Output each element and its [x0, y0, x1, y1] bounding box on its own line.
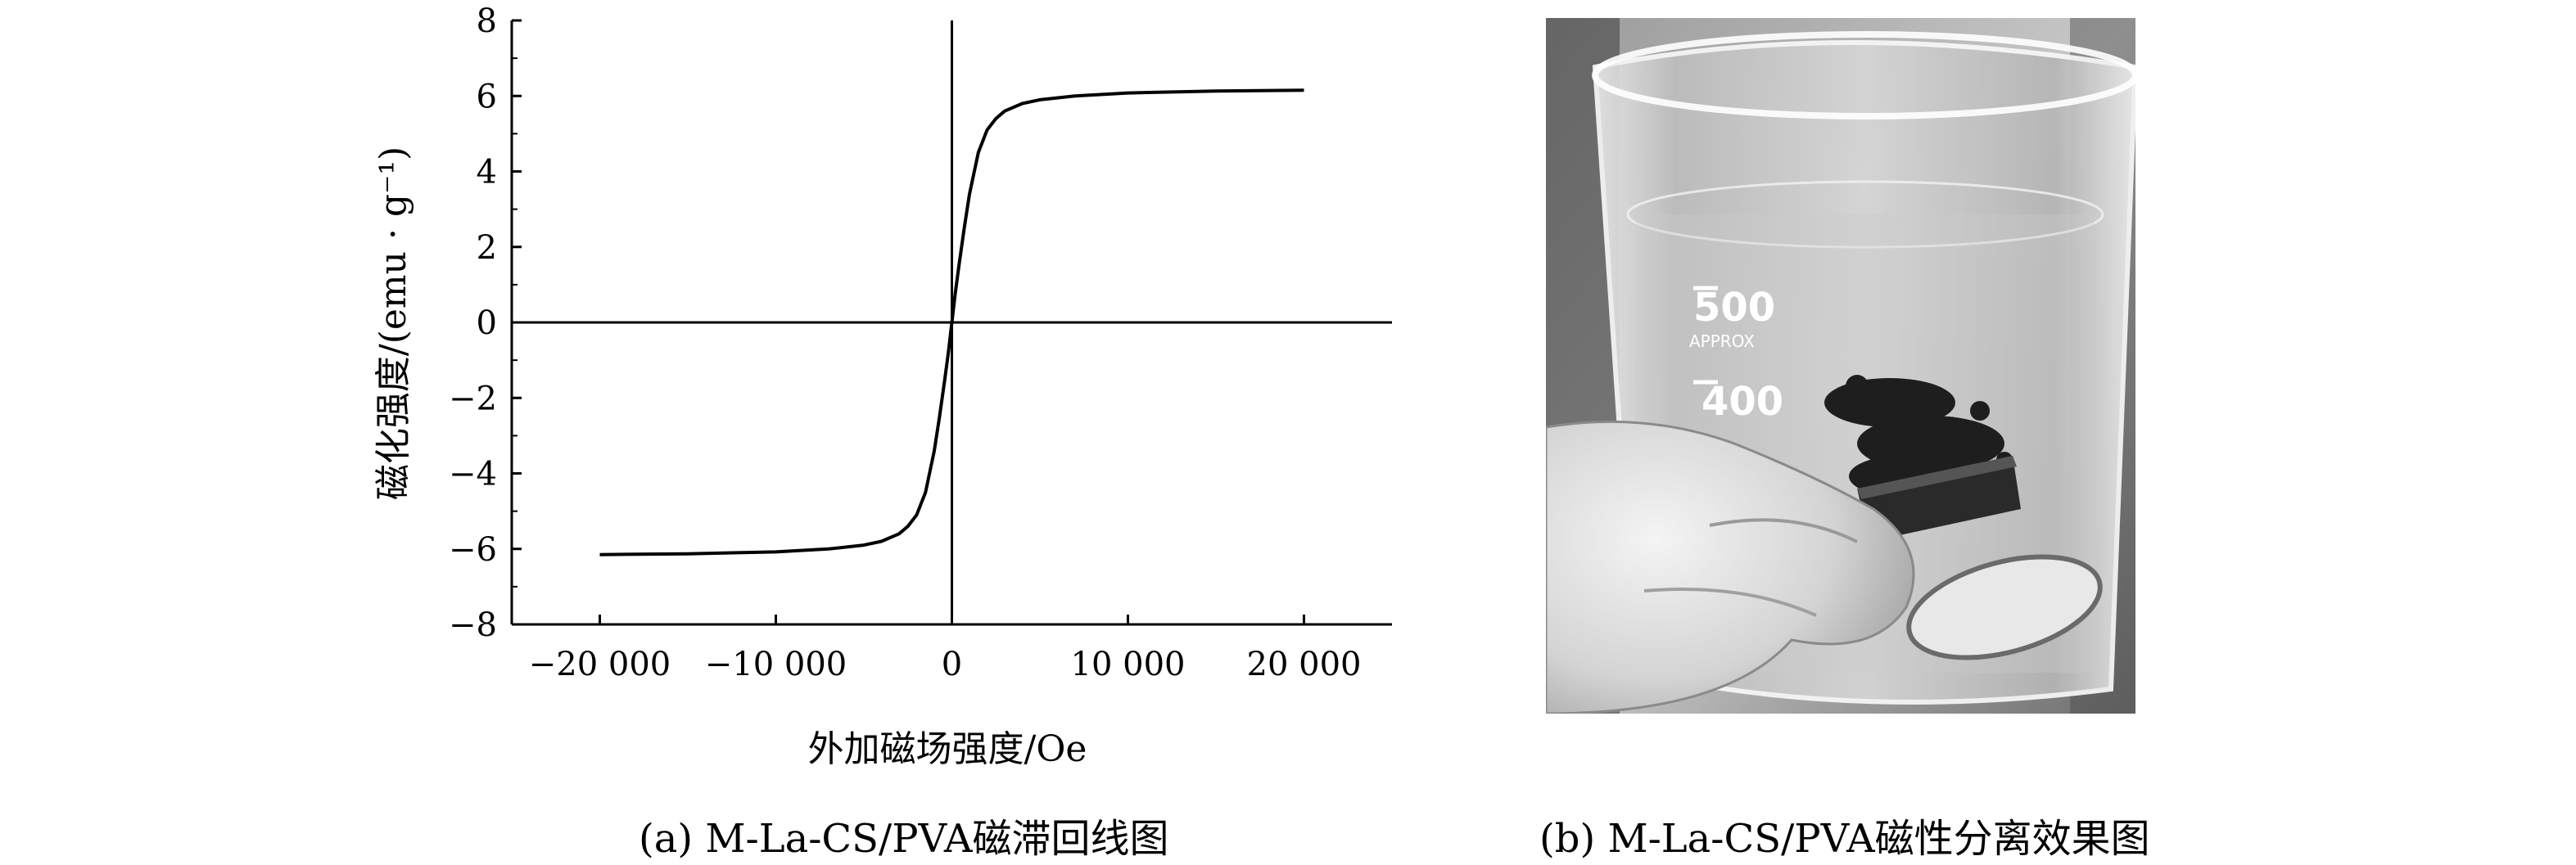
x-tick-label: 0	[942, 646, 962, 683]
magnetic-separation-photo: 500 APPROX 400	[1546, 18, 2135, 714]
beaker-mark-500: 500	[1693, 285, 1775, 331]
gloved-hand	[1546, 420, 1915, 714]
y-tick-label: 8	[477, 2, 497, 40]
x-tick-label: 20 000	[1247, 646, 1362, 683]
y-tick-label: 2	[477, 229, 497, 267]
beaker-mark-approx: APPROX	[1689, 331, 1755, 351]
y-tick-label: 0	[477, 304, 497, 342]
beaker-mark-400: 400	[1702, 379, 1783, 425]
magnet-block	[1857, 456, 2021, 542]
y-tick-label: −2	[449, 380, 497, 417]
x-axis-title: 外加磁场强度/Oe	[808, 728, 1087, 770]
magnetic-hysteresis-chart: −8 −6 −4 −2 0 2 4 6 8 −20 000 −10 000 0 10 000 20 000…	[373, 2, 1392, 770]
x-tick-label: −20 000	[529, 646, 671, 683]
x-tick-label: −10 000	[705, 646, 847, 683]
spatula	[1906, 554, 2103, 660]
caption-panel-a: (a) M-La-CS/PVA磁滞回线图	[639, 816, 1169, 862]
caption-panel-b: (b) M-La-CS/PVA磁性分离效果图	[1539, 816, 2150, 862]
y-axis-title: 磁化强度/(emu · g⁻¹)	[373, 146, 414, 500]
y-tick-label: 4	[477, 154, 497, 191]
x-tick-label: 10 000	[1071, 646, 1186, 683]
y-tick-label: −6	[449, 531, 497, 569]
y-tick-label: −8	[449, 606, 497, 644]
y-tick-label: 6	[477, 78, 497, 115]
y-tick-label: −4	[449, 456, 497, 493]
